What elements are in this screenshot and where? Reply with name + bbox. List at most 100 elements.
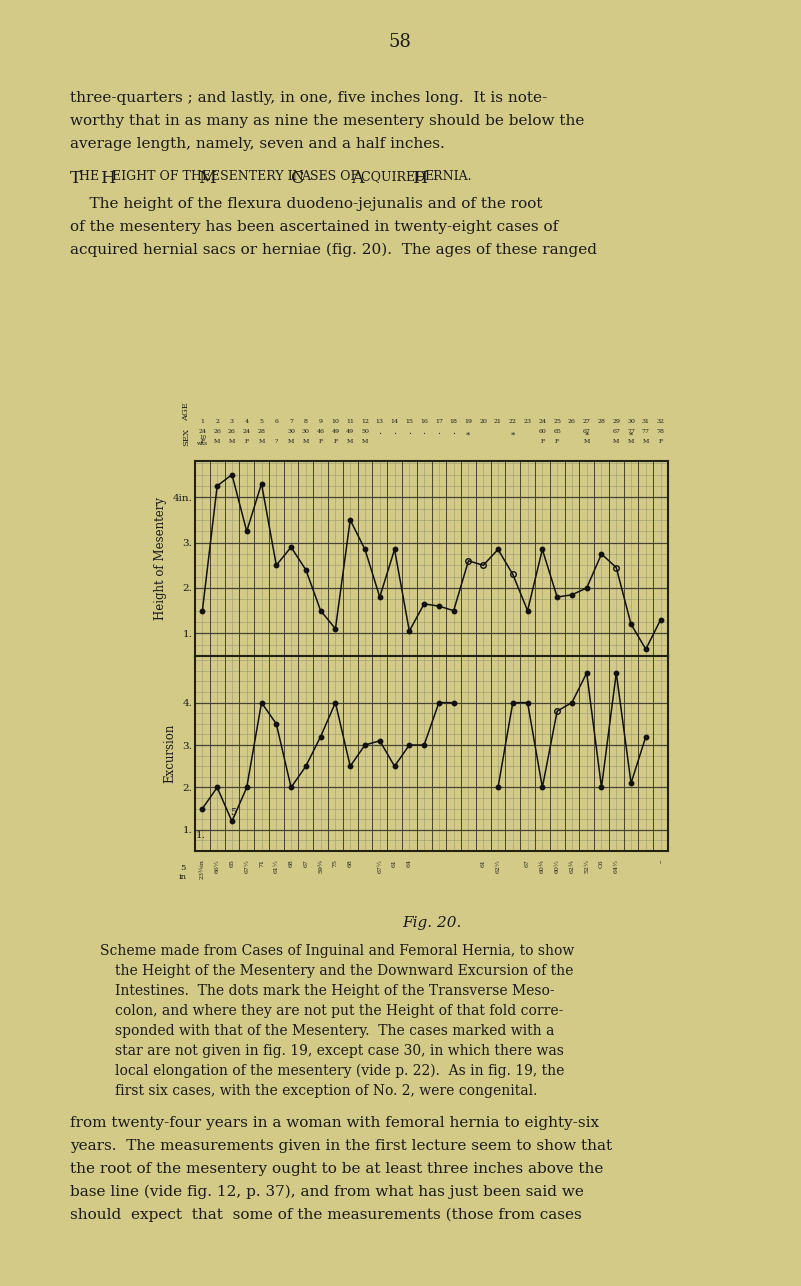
- Text: 71: 71: [259, 859, 264, 867]
- Text: 65: 65: [229, 859, 235, 867]
- Text: M: M: [214, 439, 220, 444]
- Text: 64½: 64½: [614, 859, 618, 873]
- Text: ASES OF: ASES OF: [301, 170, 363, 183]
- Text: M: M: [583, 439, 590, 444]
- Text: 13: 13: [376, 419, 384, 424]
- Text: M: M: [628, 439, 634, 444]
- Text: .: .: [378, 427, 381, 436]
- Text: 20: 20: [479, 419, 487, 424]
- Text: 2: 2: [215, 419, 219, 424]
- Text: acquired hernial sacs or herniae (fig. 20).  The ages of these ranged: acquired hernial sacs or herniae (fig. 2…: [70, 243, 597, 257]
- Text: worthy that in as many as nine the mesentery should be below the: worthy that in as many as nine the mesen…: [70, 114, 585, 129]
- Text: 1.: 1.: [195, 831, 206, 840]
- Text: 5
in: 5 in: [179, 864, 187, 881]
- Text: 62¾: 62¾: [570, 859, 574, 873]
- Text: 30: 30: [302, 430, 310, 433]
- Text: 23¾in: 23¾in: [200, 859, 205, 878]
- Text: Fig. 20.: Fig. 20.: [402, 916, 461, 930]
- Text: C6: C6: [599, 859, 604, 868]
- Text: 8: 8: [304, 419, 308, 424]
- Text: 18: 18: [449, 419, 457, 424]
- Text: 61: 61: [481, 859, 485, 867]
- Text: 67: 67: [304, 859, 308, 867]
- Text: 22: 22: [509, 419, 517, 424]
- Text: *: *: [629, 432, 633, 440]
- Text: 49: 49: [332, 430, 340, 433]
- Text: 7: 7: [289, 419, 293, 424]
- Text: 77: 77: [627, 430, 635, 433]
- Text: 10
wks: 10 wks: [197, 435, 208, 446]
- Text: 61½: 61½: [274, 859, 279, 873]
- Text: 5: 5: [230, 808, 235, 817]
- Text: H: H: [101, 170, 116, 186]
- Text: 60: 60: [538, 430, 546, 433]
- Text: Scheme made from Cases of Inguinal and Femoral Hernia, to show: Scheme made from Cases of Inguinal and F…: [100, 944, 574, 958]
- Text: 58: 58: [388, 33, 412, 51]
- Text: H: H: [413, 170, 429, 186]
- Text: .: .: [423, 427, 425, 436]
- Text: 65: 65: [553, 430, 561, 433]
- Text: M: M: [198, 170, 216, 186]
- Y-axis label: Excursion: Excursion: [163, 724, 177, 783]
- Text: 75: 75: [333, 859, 338, 867]
- Text: 67: 67: [612, 430, 620, 433]
- Text: ?: ?: [275, 439, 278, 444]
- Text: ERNIA.: ERNIA.: [424, 170, 472, 183]
- Text: first six cases, with the exception of No. 2, were congenital.: first six cases, with the exception of N…: [115, 1084, 537, 1098]
- Text: 12: 12: [361, 419, 369, 424]
- Text: 28: 28: [598, 419, 606, 424]
- Text: M: M: [288, 439, 294, 444]
- Text: M: M: [303, 439, 309, 444]
- Text: 67: 67: [583, 430, 590, 433]
- Text: 30: 30: [627, 419, 635, 424]
- Text: three-quarters ; and lastly, in one, five inches long.  It is note-: three-quarters ; and lastly, in one, fiv…: [70, 91, 547, 105]
- Text: M: M: [259, 439, 264, 444]
- Text: SEX: SEX: [182, 428, 190, 446]
- Text: 32: 32: [657, 419, 665, 424]
- Text: 27: 27: [582, 419, 590, 424]
- Text: 77: 77: [642, 430, 650, 433]
- Text: local elongation of the mesentery (vide p. 22).  As in fig. 19, the: local elongation of the mesentery (vide …: [115, 1064, 565, 1079]
- Text: 28: 28: [257, 430, 265, 433]
- Text: 29: 29: [612, 419, 620, 424]
- Text: *: *: [466, 432, 470, 440]
- Text: 26: 26: [228, 430, 235, 433]
- Text: 16: 16: [421, 419, 428, 424]
- Text: 25: 25: [553, 419, 562, 424]
- Text: .: .: [437, 427, 441, 436]
- Text: ESENTERY IN: ESENTERY IN: [211, 170, 308, 183]
- Text: star are not given in fig. 19, except case 30, in which there was: star are not given in fig. 19, except ca…: [115, 1044, 564, 1058]
- Text: 3: 3: [230, 419, 234, 424]
- Text: F: F: [244, 439, 249, 444]
- Text: 61: 61: [392, 859, 397, 867]
- Text: *: *: [585, 432, 589, 440]
- Text: 24: 24: [199, 430, 207, 433]
- Text: 21: 21: [494, 419, 502, 424]
- Text: F: F: [319, 439, 323, 444]
- Text: colon, and where they are not put the Height of that fold corre-: colon, and where they are not put the He…: [115, 1004, 563, 1019]
- Text: .: .: [408, 427, 411, 436]
- Text: F: F: [200, 439, 204, 444]
- Text: A: A: [351, 170, 364, 186]
- Text: F: F: [333, 439, 337, 444]
- Text: 46: 46: [316, 430, 324, 433]
- Text: M: M: [347, 439, 353, 444]
- Text: 62½: 62½: [496, 859, 501, 873]
- Text: 67: 67: [525, 859, 530, 867]
- Y-axis label: Height of Mesentery: Height of Mesentery: [154, 496, 167, 620]
- Text: F: F: [540, 439, 545, 444]
- Text: 67½: 67½: [377, 859, 382, 873]
- Text: from twenty-four years in a woman with femoral hernia to eighty-six: from twenty-four years in a woman with f…: [70, 1116, 599, 1130]
- Text: T: T: [70, 170, 82, 186]
- Text: 23: 23: [524, 419, 532, 424]
- Text: 59¾: 59¾: [318, 859, 323, 873]
- Text: 30: 30: [287, 430, 295, 433]
- Text: the root of the mesentery ought to be at least three inches above the: the root of the mesentery ought to be at…: [70, 1163, 603, 1175]
- Text: 6: 6: [275, 419, 278, 424]
- Text: 49: 49: [346, 430, 354, 433]
- Text: 26: 26: [568, 419, 576, 424]
- Text: 5: 5: [260, 419, 264, 424]
- Text: 68: 68: [348, 859, 352, 867]
- Text: 60¾: 60¾: [540, 859, 545, 873]
- Text: sponded with that of the Mesentery.  The cases marked with a: sponded with that of the Mesentery. The …: [115, 1024, 554, 1038]
